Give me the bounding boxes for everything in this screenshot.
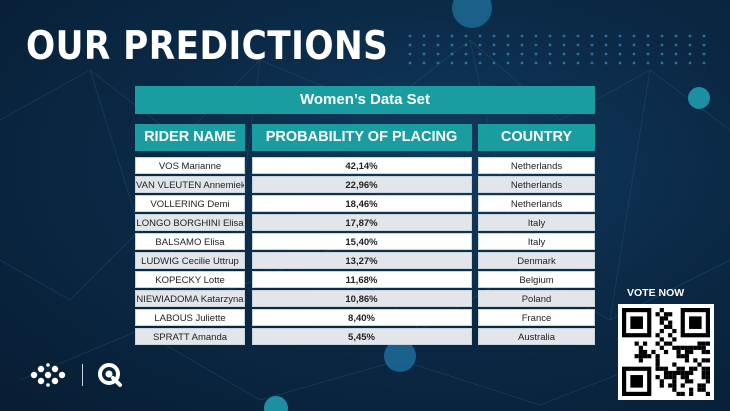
rider-name-cell: VAN VLEUTEN Annemiek xyxy=(135,176,245,193)
country-cell: France xyxy=(478,309,595,326)
country-cell: Italy xyxy=(478,214,595,231)
table-row: VOLLERING Demi 18,46% Netherlands xyxy=(135,194,595,213)
rider-name-cell: LONGO BORGHINI Elisa xyxy=(135,214,245,231)
probability-cell: 15,40% xyxy=(251,233,472,250)
table-row: LONGO BORGHINI Elisa 17,87% Italy xyxy=(135,213,595,232)
country-cell: Australia xyxy=(478,328,595,345)
probability-cell: 42,14% xyxy=(251,157,472,174)
probability-cell: 17,87% xyxy=(251,214,472,231)
footer-logos xyxy=(28,362,123,388)
header-country: COUNTRY xyxy=(478,124,595,151)
table-row: KOPECKY Lotte 11,68% Belgium xyxy=(135,270,595,289)
country-cell: Belgium xyxy=(478,271,595,288)
probability-cell: 8,40% xyxy=(251,309,472,326)
header-rider-name: RIDER NAME xyxy=(135,124,245,151)
probability-cell: 22,96% xyxy=(251,176,472,193)
probability-cell: 13,27% xyxy=(251,252,472,269)
country-cell: Poland xyxy=(478,290,595,307)
logo-divider xyxy=(82,364,83,386)
rider-name-cell: SPRATT Amanda xyxy=(135,328,245,345)
qr-code-pattern xyxy=(622,308,710,396)
predictions-table: Women’s Data Set RIDER NAME PROBABILITY … xyxy=(135,86,595,346)
rider-name-cell: VOS Marianne xyxy=(135,157,245,174)
table-row: LABOUS Juliette 8,40% France xyxy=(135,308,595,327)
probability-cell: 18,46% xyxy=(251,195,472,212)
rider-name-cell: BALSAMO Elisa xyxy=(135,233,245,250)
rider-name-cell: LUDWIG Cecilie Uttrup xyxy=(135,252,245,269)
table-header: RIDER NAME PROBABILITY OF PLACING COUNTR… xyxy=(135,124,595,151)
country-cell: Denmark xyxy=(478,252,595,269)
country-cell: Italy xyxy=(478,233,595,250)
table-row: BALSAMO Elisa 15,40% Italy xyxy=(135,232,595,251)
page-title: OUR PREDICTIONS xyxy=(26,24,389,69)
qlik-q-logo-icon xyxy=(98,363,122,387)
rider-name-cell: VOLLERING Demi xyxy=(135,195,245,212)
table-row: NIEWIADOMA Katarzyna 10,86% Poland xyxy=(135,289,595,308)
rider-name-cell: LABOUS Juliette xyxy=(135,309,245,326)
header-probability: PROBABILITY OF PLACING xyxy=(251,124,472,151)
rider-name-cell: KOPECKY Lotte xyxy=(135,271,245,288)
probability-cell: 5,45% xyxy=(251,328,472,345)
vote-now-label: VOTE NOW xyxy=(627,287,685,299)
country-cell: Netherlands xyxy=(478,176,595,193)
table-body: VOS Marianne 42,14% Netherlands VAN VLEU… xyxy=(135,156,595,346)
table-row: VAN VLEUTEN Annemiek 22,96% Netherlands xyxy=(135,175,595,194)
table-row: SPRATT Amanda 5,45% Australia xyxy=(135,327,595,346)
country-cell: Netherlands xyxy=(478,195,595,212)
probability-cell: 10,86% xyxy=(251,290,472,307)
rider-name-cell: NIEWIADOMA Katarzyna xyxy=(135,290,245,307)
country-cell: Netherlands xyxy=(478,157,595,174)
probability-cell: 11,68% xyxy=(251,271,472,288)
table-row: VOS Marianne 42,14% Netherlands xyxy=(135,156,595,175)
qr-code-icon[interactable] xyxy=(618,304,714,400)
cycling-dots-logo-icon xyxy=(30,363,66,387)
table-row: LUDWIG Cecilie Uttrup 13,27% Denmark xyxy=(135,251,595,270)
table-banner: Women’s Data Set xyxy=(135,86,595,114)
